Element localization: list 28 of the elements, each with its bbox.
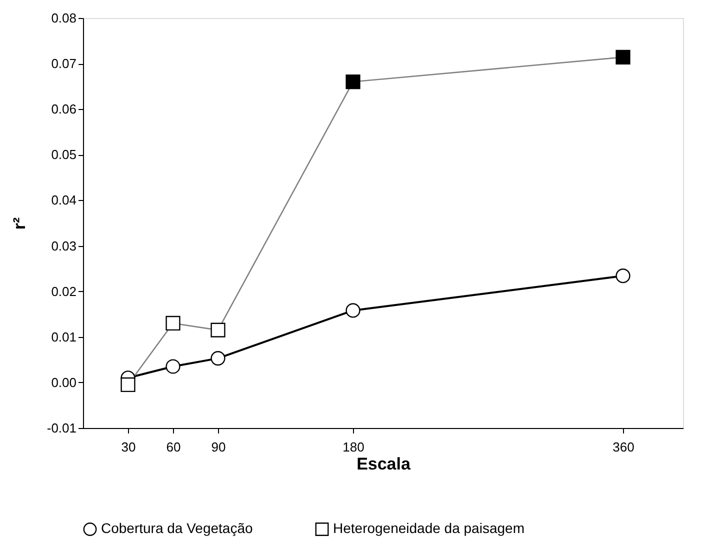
x-tick-label: 90 xyxy=(211,440,226,454)
point xyxy=(210,351,226,366)
y-tick-label: 0.08 xyxy=(51,10,76,26)
legend-label: Heterogeneidade da paisagem xyxy=(333,520,524,536)
y-tick-label: 0.01 xyxy=(51,329,76,344)
point xyxy=(120,377,136,392)
y-tick-label: 0.06 xyxy=(51,102,76,117)
legend-label: Cobertura da Vegetação xyxy=(101,520,253,536)
y-tick-label: 0.04 xyxy=(51,192,76,208)
point xyxy=(346,303,360,318)
y-tick-label: -0.01 xyxy=(46,420,76,436)
x-tick-label: 180 xyxy=(342,440,364,454)
y-tick-label: 0.03 xyxy=(51,238,76,254)
x-tick-label: 60 xyxy=(166,440,181,454)
point xyxy=(346,74,360,90)
y-tick-label: 0.05 xyxy=(51,147,76,162)
point xyxy=(166,359,180,374)
y-tick-label: 0.02 xyxy=(51,284,76,299)
x-axis-title: Escala xyxy=(356,454,411,474)
point xyxy=(166,316,180,331)
y-tick-label: 0.00 xyxy=(51,374,76,390)
x-tick-label: 360 xyxy=(612,440,634,454)
y-axis-title: r² xyxy=(10,217,29,230)
point xyxy=(616,268,630,284)
y-tick-label: 0.07 xyxy=(51,56,76,72)
point xyxy=(616,50,630,64)
point xyxy=(210,322,226,338)
x-tick-label: 30 xyxy=(121,440,136,454)
